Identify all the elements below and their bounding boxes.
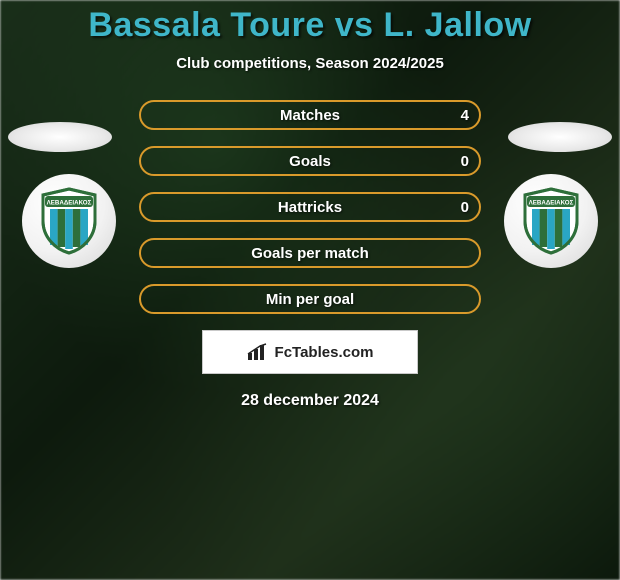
stat-row-hattricks: Hattricks 0 xyxy=(139,192,481,222)
brand-text: FcTables.com xyxy=(275,344,374,361)
brand-box: FcTables.com xyxy=(202,330,418,374)
stat-row-goals-per-match: Goals per match xyxy=(139,238,481,268)
stat-label: Hattricks xyxy=(278,199,342,216)
stat-row-matches: Matches 4 xyxy=(139,100,481,130)
club-name-text: ΛΕΒΑΔΕΙΑΚΟΣ xyxy=(529,200,574,207)
comparison-card: Bassala Toure vs L. Jallow Club competit… xyxy=(0,0,620,580)
shield-icon: ΛΕΒΑΔΕΙΑΚΟΣ xyxy=(521,187,581,255)
subtitle: Club competitions, Season 2024/2025 xyxy=(0,55,620,72)
stat-right-value: 0 xyxy=(461,153,469,170)
stat-right-value: 4 xyxy=(461,107,469,124)
club-badge-right: ΛΕΒΑΔΕΙΑΚΟΣ xyxy=(504,174,598,268)
player-left-head-icon xyxy=(8,122,112,152)
stat-row-goals: Goals 0 xyxy=(139,146,481,176)
stat-label: Matches xyxy=(280,107,340,124)
shield-icon: ΛΕΒΑΔΕΙΑΚΟΣ xyxy=(39,187,99,255)
bars-icon xyxy=(247,343,269,361)
page-title: Bassala Toure vs L. Jallow xyxy=(0,6,620,45)
stat-label: Goals per match xyxy=(251,245,369,262)
stat-label: Goals xyxy=(289,153,331,170)
stat-right-value: 0 xyxy=(461,199,469,216)
club-badge-left: ΛΕΒΑΔΕΙΑΚΟΣ xyxy=(22,174,116,268)
stripes-icon xyxy=(50,209,88,249)
stat-label: Min per goal xyxy=(266,291,354,308)
player-right-head-icon xyxy=(508,122,612,152)
footer-date: 28 december 2024 xyxy=(0,392,620,410)
stat-row-min-per-goal: Min per goal xyxy=(139,284,481,314)
stripes-icon xyxy=(532,209,570,249)
club-name-text: ΛΕΒΑΔΕΙΑΚΟΣ xyxy=(47,200,92,207)
stats-list: Matches 4 Goals 0 Hattricks 0 Goals per … xyxy=(139,100,481,314)
